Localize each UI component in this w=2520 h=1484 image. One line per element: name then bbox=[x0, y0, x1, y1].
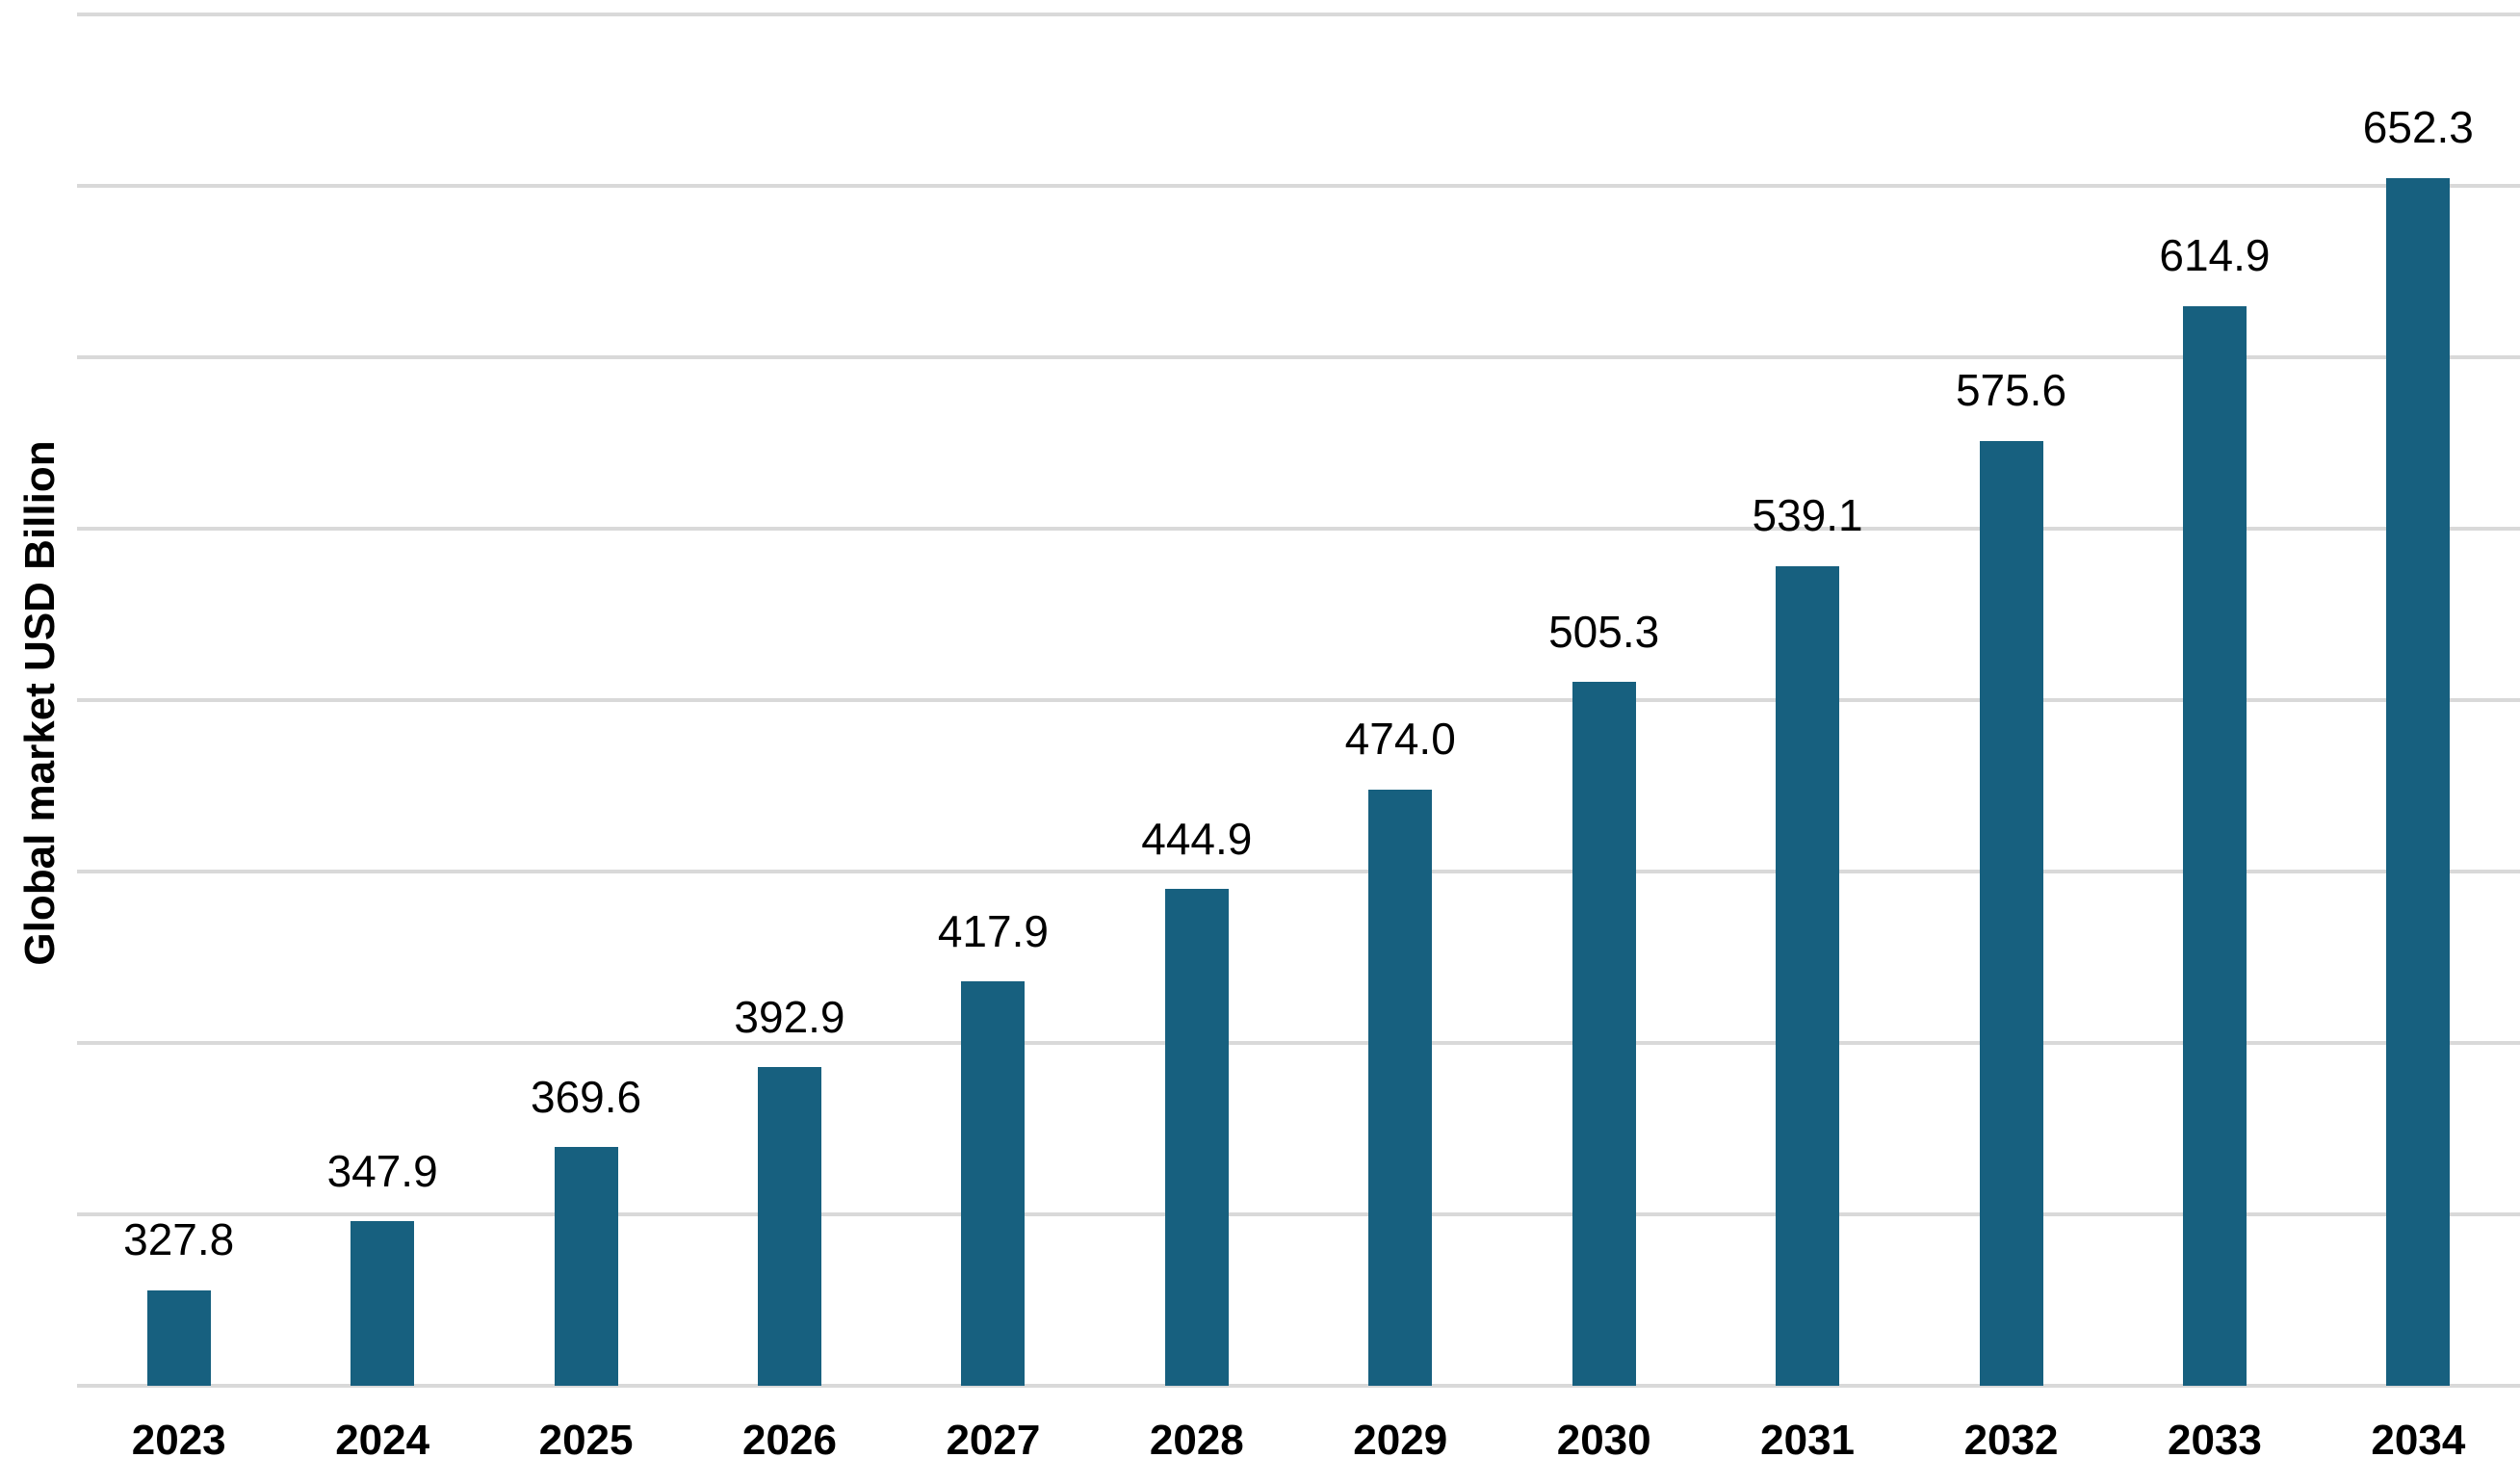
bar bbox=[1979, 440, 2043, 1386]
bar-value-label: 369.6 bbox=[530, 1071, 642, 1122]
bar-value-label: 444.9 bbox=[1141, 813, 1253, 864]
gridline bbox=[77, 527, 2520, 531]
bar-value-label: 392.9 bbox=[734, 991, 845, 1042]
gridline bbox=[77, 1041, 2520, 1045]
bar-column-2032: 575.6 bbox=[1909, 14, 2113, 1386]
gridline bbox=[77, 870, 2520, 873]
bar-column-2033: 614.9 bbox=[2113, 14, 2316, 1386]
bar bbox=[757, 1067, 821, 1386]
bar-value-label: 417.9 bbox=[937, 905, 1049, 956]
bar bbox=[1368, 789, 1433, 1386]
bar bbox=[146, 1290, 211, 1386]
bar-column-2034: 652.3 bbox=[2317, 14, 2520, 1386]
x-axis-label: 2029 bbox=[1353, 1417, 1448, 1464]
x-axis-labels: 2023 2024 2025 2026 2027 2028 2029 2030 2031 2032… bbox=[77, 1386, 2520, 1484]
bar-value-label: 575.6 bbox=[1955, 365, 2067, 416]
gridline bbox=[77, 355, 2520, 359]
x-axis-label: 2031 bbox=[1760, 1417, 1856, 1464]
bar bbox=[2386, 177, 2451, 1386]
x-axis-label: 2033 bbox=[2167, 1417, 2262, 1464]
bar-value-label: 505.3 bbox=[1548, 606, 1660, 657]
bar-column-2027: 417.9 bbox=[892, 14, 1095, 1386]
bar bbox=[1572, 682, 1636, 1386]
x-axis-label: 2024 bbox=[335, 1417, 430, 1464]
bar-column-2024: 347.9 bbox=[280, 14, 483, 1386]
bar-value-label: 347.9 bbox=[326, 1145, 438, 1196]
x-axis-label: 2023 bbox=[131, 1417, 226, 1464]
y-axis-title: Global market USD Billion bbox=[16, 440, 64, 966]
bar bbox=[1164, 889, 1229, 1386]
bar-series: 327.8 347.9 369.6 392.9 417.9 444.9 474.0 505.3… bbox=[77, 14, 2520, 1386]
bar-column-2030: 505.3 bbox=[1502, 14, 1705, 1386]
bar bbox=[961, 981, 1026, 1386]
gridline bbox=[77, 13, 2520, 16]
x-axis-label: 2026 bbox=[742, 1417, 837, 1464]
bar-column-2029: 474.0 bbox=[1299, 14, 1502, 1386]
bar bbox=[2182, 305, 2247, 1386]
plot-area: 327.8 347.9 369.6 392.9 417.9 444.9 474.0 505.3… bbox=[77, 13, 2520, 1388]
bar-column-2025: 369.6 bbox=[484, 14, 688, 1386]
bar-value-label: 327.8 bbox=[123, 1214, 235, 1265]
gridline bbox=[77, 1212, 2520, 1216]
x-axis-label: 2032 bbox=[1963, 1417, 2059, 1464]
x-axis-label: 2034 bbox=[2371, 1417, 2466, 1464]
bar-value-label: 474.0 bbox=[1344, 713, 1456, 764]
x-axis-label: 2028 bbox=[1149, 1417, 1244, 1464]
gridline bbox=[77, 698, 2520, 702]
bar-value-label: 652.3 bbox=[2362, 102, 2474, 153]
gridline bbox=[77, 184, 2520, 188]
x-axis-line bbox=[77, 1384, 2520, 1388]
bar-value-label: 614.9 bbox=[2159, 230, 2271, 281]
bar bbox=[1776, 565, 1840, 1386]
x-axis-label: 2030 bbox=[1556, 1417, 1651, 1464]
bar bbox=[554, 1147, 618, 1386]
bar-column-2026: 392.9 bbox=[688, 14, 891, 1386]
bar-column-2023: 327.8 bbox=[77, 14, 280, 1386]
x-axis-label: 2025 bbox=[538, 1417, 634, 1464]
x-axis-label: 2027 bbox=[946, 1417, 1041, 1464]
bar-column-2028: 444.9 bbox=[1095, 14, 1298, 1386]
bar bbox=[351, 1221, 415, 1386]
bar-column-2031: 539.1 bbox=[1705, 14, 1909, 1386]
bar-value-label: 539.1 bbox=[1752, 490, 1863, 541]
